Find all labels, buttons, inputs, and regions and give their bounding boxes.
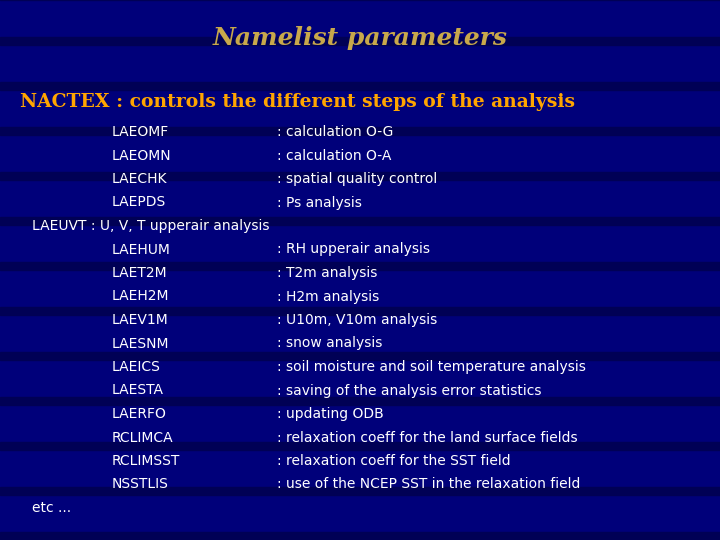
Text: : H2m analysis: : H2m analysis (277, 289, 379, 303)
Bar (0, 217, 720, 225)
Bar (0, 307, 720, 315)
Text: LAEUVT : U, V, T upperair analysis: LAEUVT : U, V, T upperair analysis (32, 219, 270, 233)
Text: LAERFO: LAERFO (112, 407, 166, 421)
Text: Namelist parameters: Namelist parameters (212, 26, 508, 50)
Text: LAEPDS: LAEPDS (112, 195, 166, 210)
Text: LAEOMF: LAEOMF (112, 125, 169, 139)
Text: : T2m analysis: : T2m analysis (277, 266, 377, 280)
Text: LAESTA: LAESTA (112, 383, 163, 397)
Text: LAET2M: LAET2M (112, 266, 167, 280)
Text: : saving of the analysis error statistics: : saving of the analysis error statistic… (277, 383, 541, 397)
Bar (0, 532, 720, 540)
Bar (0, 397, 720, 405)
Text: : U10m, V10m analysis: : U10m, V10m analysis (277, 313, 438, 327)
Bar (0, 487, 720, 495)
Text: etc ...: etc ... (32, 501, 71, 515)
Bar (0, 37, 720, 45)
Text: LAEHUM: LAEHUM (112, 242, 171, 256)
Text: LAEOMN: LAEOMN (112, 148, 171, 163)
Text: NACTEX : controls the different steps of the analysis: NACTEX : controls the different steps of… (20, 93, 575, 111)
Text: : calculation O-A: : calculation O-A (277, 148, 392, 163)
Text: : relaxation coeff for the SST field: : relaxation coeff for the SST field (277, 454, 510, 468)
Text: RCLIMSST: RCLIMSST (112, 454, 180, 468)
Text: RCLIMCA: RCLIMCA (112, 430, 174, 444)
Bar (0, 262, 720, 270)
Bar (0, 127, 720, 135)
Text: : calculation O-G: : calculation O-G (277, 125, 394, 139)
Text: LAEV1M: LAEV1M (112, 313, 168, 327)
Text: : use of the NCEP SST in the relaxation field: : use of the NCEP SST in the relaxation … (277, 477, 580, 491)
Text: : relaxation coeff for the land surface fields: : relaxation coeff for the land surface … (277, 430, 578, 444)
Text: : snow analysis: : snow analysis (277, 336, 382, 350)
Bar (0, 172, 720, 180)
Text: NSSTLIS: NSSTLIS (112, 477, 168, 491)
Text: : Ps analysis: : Ps analysis (277, 195, 362, 210)
Text: LAEICS: LAEICS (112, 360, 161, 374)
Text: LAESNM: LAESNM (112, 336, 169, 350)
Bar (0, 442, 720, 450)
Bar (0, 352, 720, 360)
Text: : updating ODB: : updating ODB (277, 407, 384, 421)
Text: LAEH2M: LAEH2M (112, 289, 169, 303)
Text: : soil moisture and soil temperature analysis: : soil moisture and soil temperature ana… (277, 360, 586, 374)
Text: LAECHK: LAECHK (112, 172, 167, 186)
Text: : RH upperair analysis: : RH upperair analysis (277, 242, 431, 256)
Text: : spatial quality control: : spatial quality control (277, 172, 438, 186)
Bar (0, 82, 720, 90)
